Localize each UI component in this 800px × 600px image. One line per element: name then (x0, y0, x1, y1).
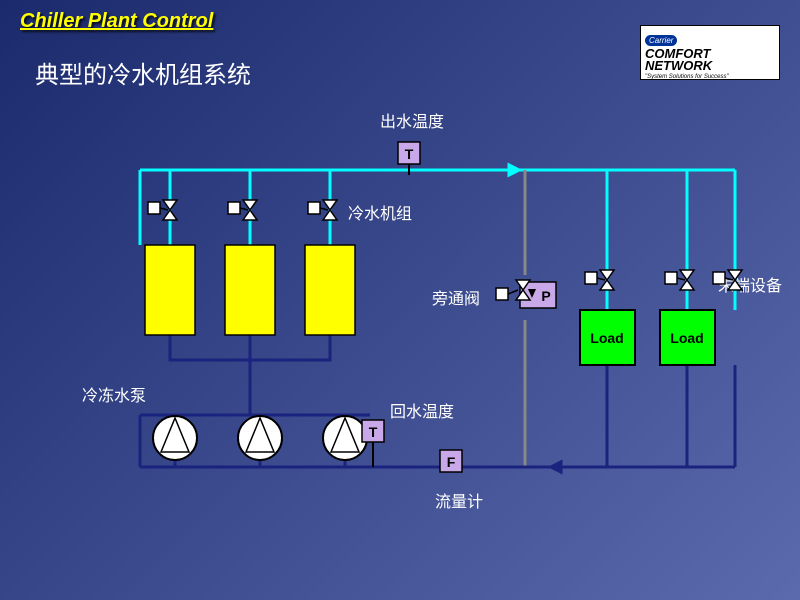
chiller-valve-1 (148, 200, 177, 220)
svg-text:P: P (541, 288, 550, 304)
svg-text:F: F (447, 454, 456, 470)
flow-sensor-icon: F (440, 450, 462, 472)
load-text-2: Load (670, 330, 703, 346)
chiller-2 (225, 245, 275, 335)
svg-text:T: T (369, 424, 378, 440)
chiller-valve-2 (228, 200, 257, 220)
load-valve-1 (585, 270, 614, 290)
svg-text:T: T (405, 146, 414, 162)
pump-2 (238, 416, 282, 460)
load-text-1: Load (590, 330, 623, 346)
piping-diagram: Load Load T T F P (0, 0, 800, 600)
load-valve-3 (713, 270, 742, 290)
pump-3 (323, 416, 367, 460)
pump-1 (153, 416, 197, 460)
chiller-1 (145, 245, 195, 335)
chiller-valve-3 (308, 200, 337, 220)
chiller-3 (305, 245, 355, 335)
load-valve-2 (665, 270, 694, 290)
